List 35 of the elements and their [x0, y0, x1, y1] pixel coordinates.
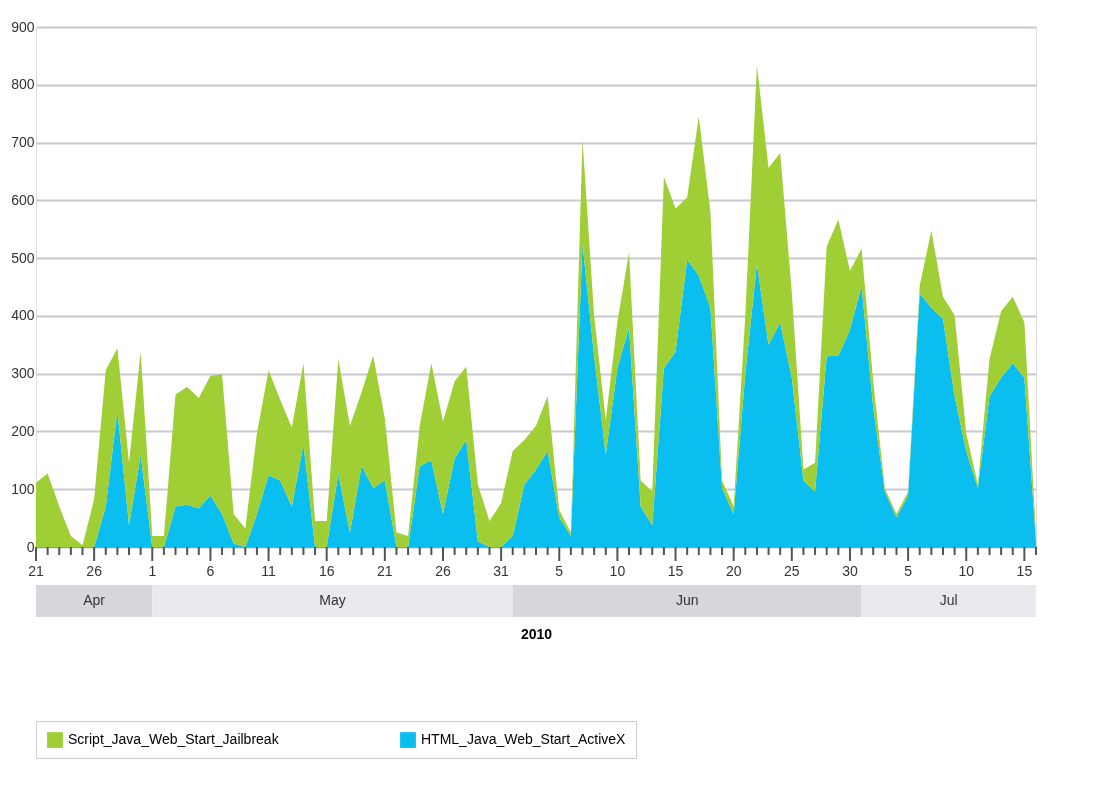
text: Apr — [83, 592, 106, 608]
y-tick-label: 700 — [11, 134, 35, 151]
x-tick-label: 15 — [667, 563, 684, 579]
x-tick-label: 31 — [493, 563, 510, 579]
y-tick-label: 100 — [11, 480, 35, 497]
x-tick-label: 15 — [1016, 563, 1033, 579]
x-tick-label: 11 — [261, 563, 277, 579]
y-tick-label: 200 — [11, 422, 35, 439]
x-tick-label: 16 — [318, 563, 335, 579]
x-tick-label: 21 — [377, 563, 393, 579]
x-tick-label: 30 — [842, 563, 858, 579]
x-tick-label: 6 — [206, 563, 215, 579]
x-tick-label: 26 — [435, 563, 451, 579]
y-tick-label: 800 — [11, 76, 35, 93]
x-tick-label: 20 — [725, 563, 742, 579]
y-tick-label: 900 — [11, 18, 35, 35]
x-tick-label: 10 — [609, 563, 626, 579]
x-tick-label: 26 — [86, 563, 103, 579]
x-tick-label: 1 — [148, 563, 157, 579]
text: Jun — [675, 592, 699, 608]
y-tick-label: 600 — [11, 191, 35, 208]
y-tick-label: 400 — [11, 307, 35, 324]
x-tick-label: 10 — [958, 563, 975, 579]
legend-label: Script_Java_Web_Start_Jailbreak — [68, 731, 280, 748]
text: Jul — [939, 592, 958, 608]
y-tick-label: 300 — [11, 365, 35, 382]
y-tick-label: 500 — [11, 249, 35, 266]
y-tick-label: 0 — [26, 538, 35, 555]
x-axis-title: 2010 — [520, 625, 553, 642]
x-tick-label: 21 — [28, 563, 44, 579]
legend-label: HTML_Java_Web_Start_ActiveX — [421, 731, 627, 748]
x-tick-label: 25 — [784, 563, 800, 579]
text: May — [319, 592, 346, 608]
x-tick-label: 5 — [555, 563, 564, 579]
x-tick-label: 5 — [904, 563, 913, 579]
